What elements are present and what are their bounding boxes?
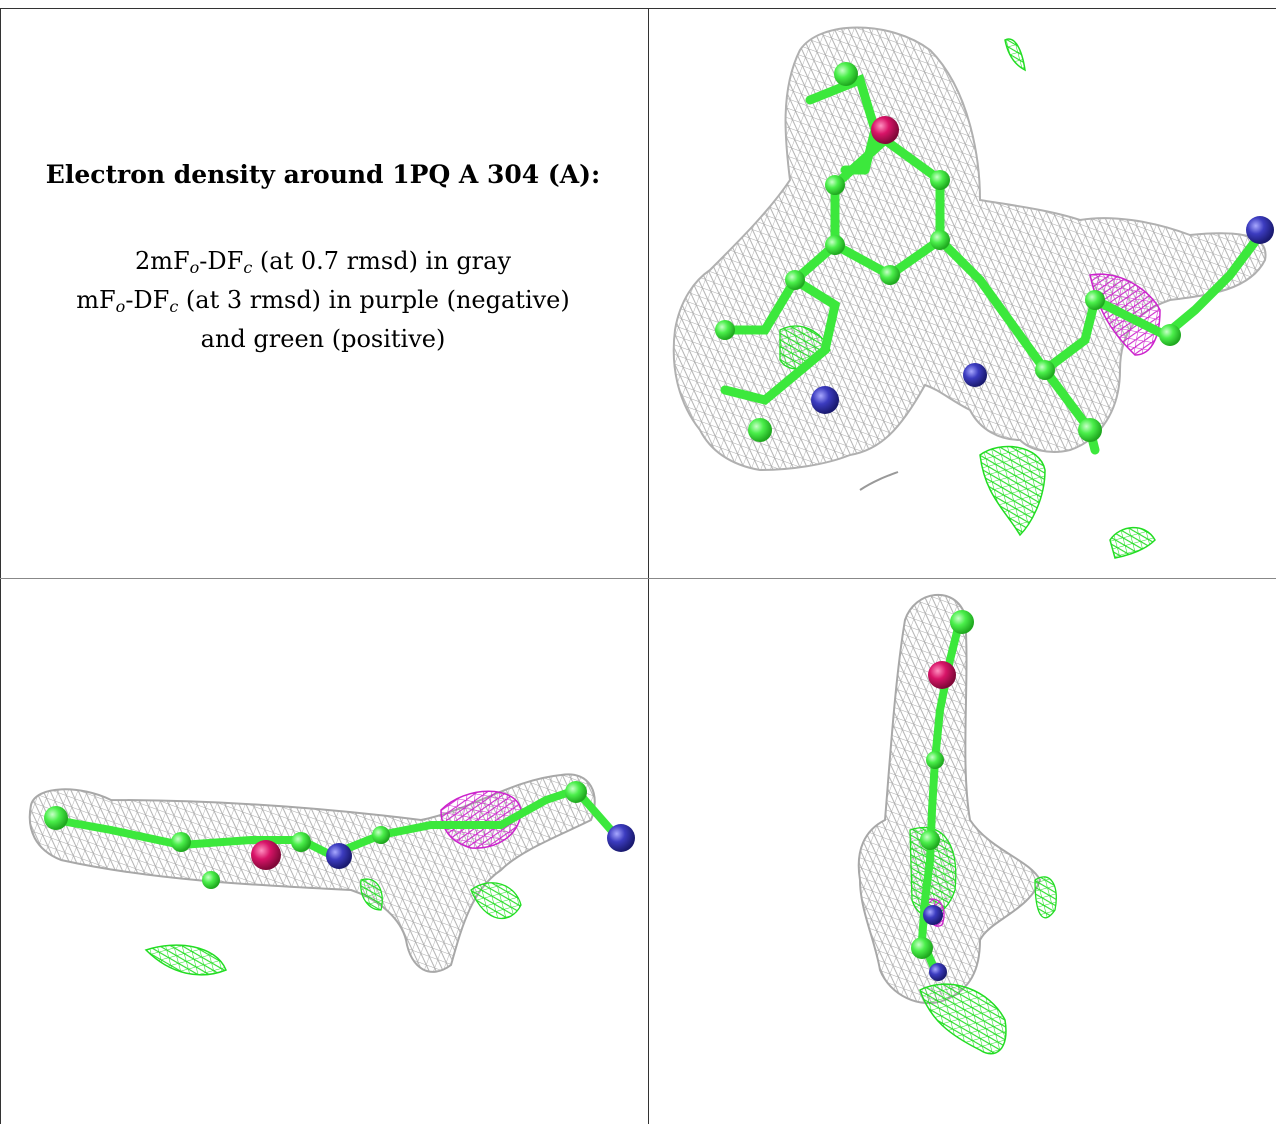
carbon-atom	[930, 170, 950, 190]
nitrogen-atom	[923, 905, 943, 925]
nitrogen-atom	[929, 963, 947, 981]
atoms	[715, 62, 1274, 442]
carbon-atom	[748, 418, 772, 442]
carbon-atom	[911, 937, 933, 959]
carbon-atom	[825, 175, 845, 195]
green-density-mesh-2	[1109, 526, 1156, 559]
atoms	[44, 781, 635, 889]
gray-density-mesh	[672, 26, 1267, 472]
carbon-atom	[1078, 418, 1102, 442]
table-divider-vertical	[648, 8, 649, 1124]
molecule-side-view	[28, 773, 635, 976]
oxygen-atom	[251, 840, 281, 870]
green-density-mesh-3	[1004, 38, 1026, 72]
molecule-top-view	[672, 26, 1274, 559]
atoms	[911, 610, 974, 981]
bond-network	[52, 785, 615, 860]
carbon-atom	[1035, 360, 1055, 380]
green-density-mesh-1	[979, 445, 1046, 537]
carbon-atom	[1085, 290, 1105, 310]
table-border-left	[0, 8, 1, 1124]
carbon-atom	[202, 871, 220, 889]
carbon-atom	[825, 235, 845, 255]
table-divider-horizontal	[0, 578, 1276, 579]
green-density-mesh-1	[919, 983, 1007, 1055]
carbon-atom	[834, 62, 858, 86]
carbon-atom	[171, 832, 191, 852]
gray-density-mesh	[857, 593, 1042, 1005]
carbon-atom	[785, 270, 805, 290]
table-border-top	[0, 8, 1276, 9]
nitrogen-atom	[607, 824, 635, 852]
carbon-atom	[926, 751, 944, 769]
carbon-atom	[920, 830, 940, 850]
nitrogen-atom	[963, 363, 987, 387]
carbon-atom	[950, 610, 974, 634]
gray-density-fragment	[859, 471, 899, 491]
density-view-side	[1, 580, 647, 1124]
purple-density-mesh	[440, 790, 522, 849]
carbon-atom	[565, 781, 587, 803]
oxygen-atom	[871, 116, 899, 144]
caption-line-2mfo: 2mFo-DFc (at 0.7 rmsd) in gray	[134, 247, 512, 277]
density-view-end	[650, 580, 1276, 1124]
carbon-atom	[880, 265, 900, 285]
green-density-mesh-1	[144, 944, 227, 976]
carbon-atom	[372, 826, 390, 844]
carbon-atom	[930, 230, 950, 250]
carbon-atom	[291, 832, 311, 852]
nitrogen-atom	[1246, 216, 1274, 244]
density-view-top	[650, 10, 1276, 577]
caption-line-mfo: mFo-DFc (at 3 rmsd) in purple (negative)	[76, 286, 570, 316]
oxygen-atom	[928, 661, 956, 689]
carbon-atom	[715, 320, 735, 340]
green-density-mesh-2	[1034, 876, 1057, 919]
nitrogen-atom	[811, 386, 839, 414]
green-density-mesh-3	[360, 878, 383, 911]
green-density-mesh-2	[470, 882, 522, 920]
carbon-atom	[1159, 324, 1181, 346]
caption-title: Electron density around 1PQ A 304 (A):	[45, 160, 601, 189]
molecule-end-view	[857, 593, 1057, 1055]
caption-line-green: and green (positive)	[200, 325, 446, 353]
nitrogen-atom	[326, 843, 352, 869]
figure-caption: Electron density around 1PQ A 304 (A): 2…	[22, 160, 624, 355]
carbon-atom	[44, 806, 68, 830]
